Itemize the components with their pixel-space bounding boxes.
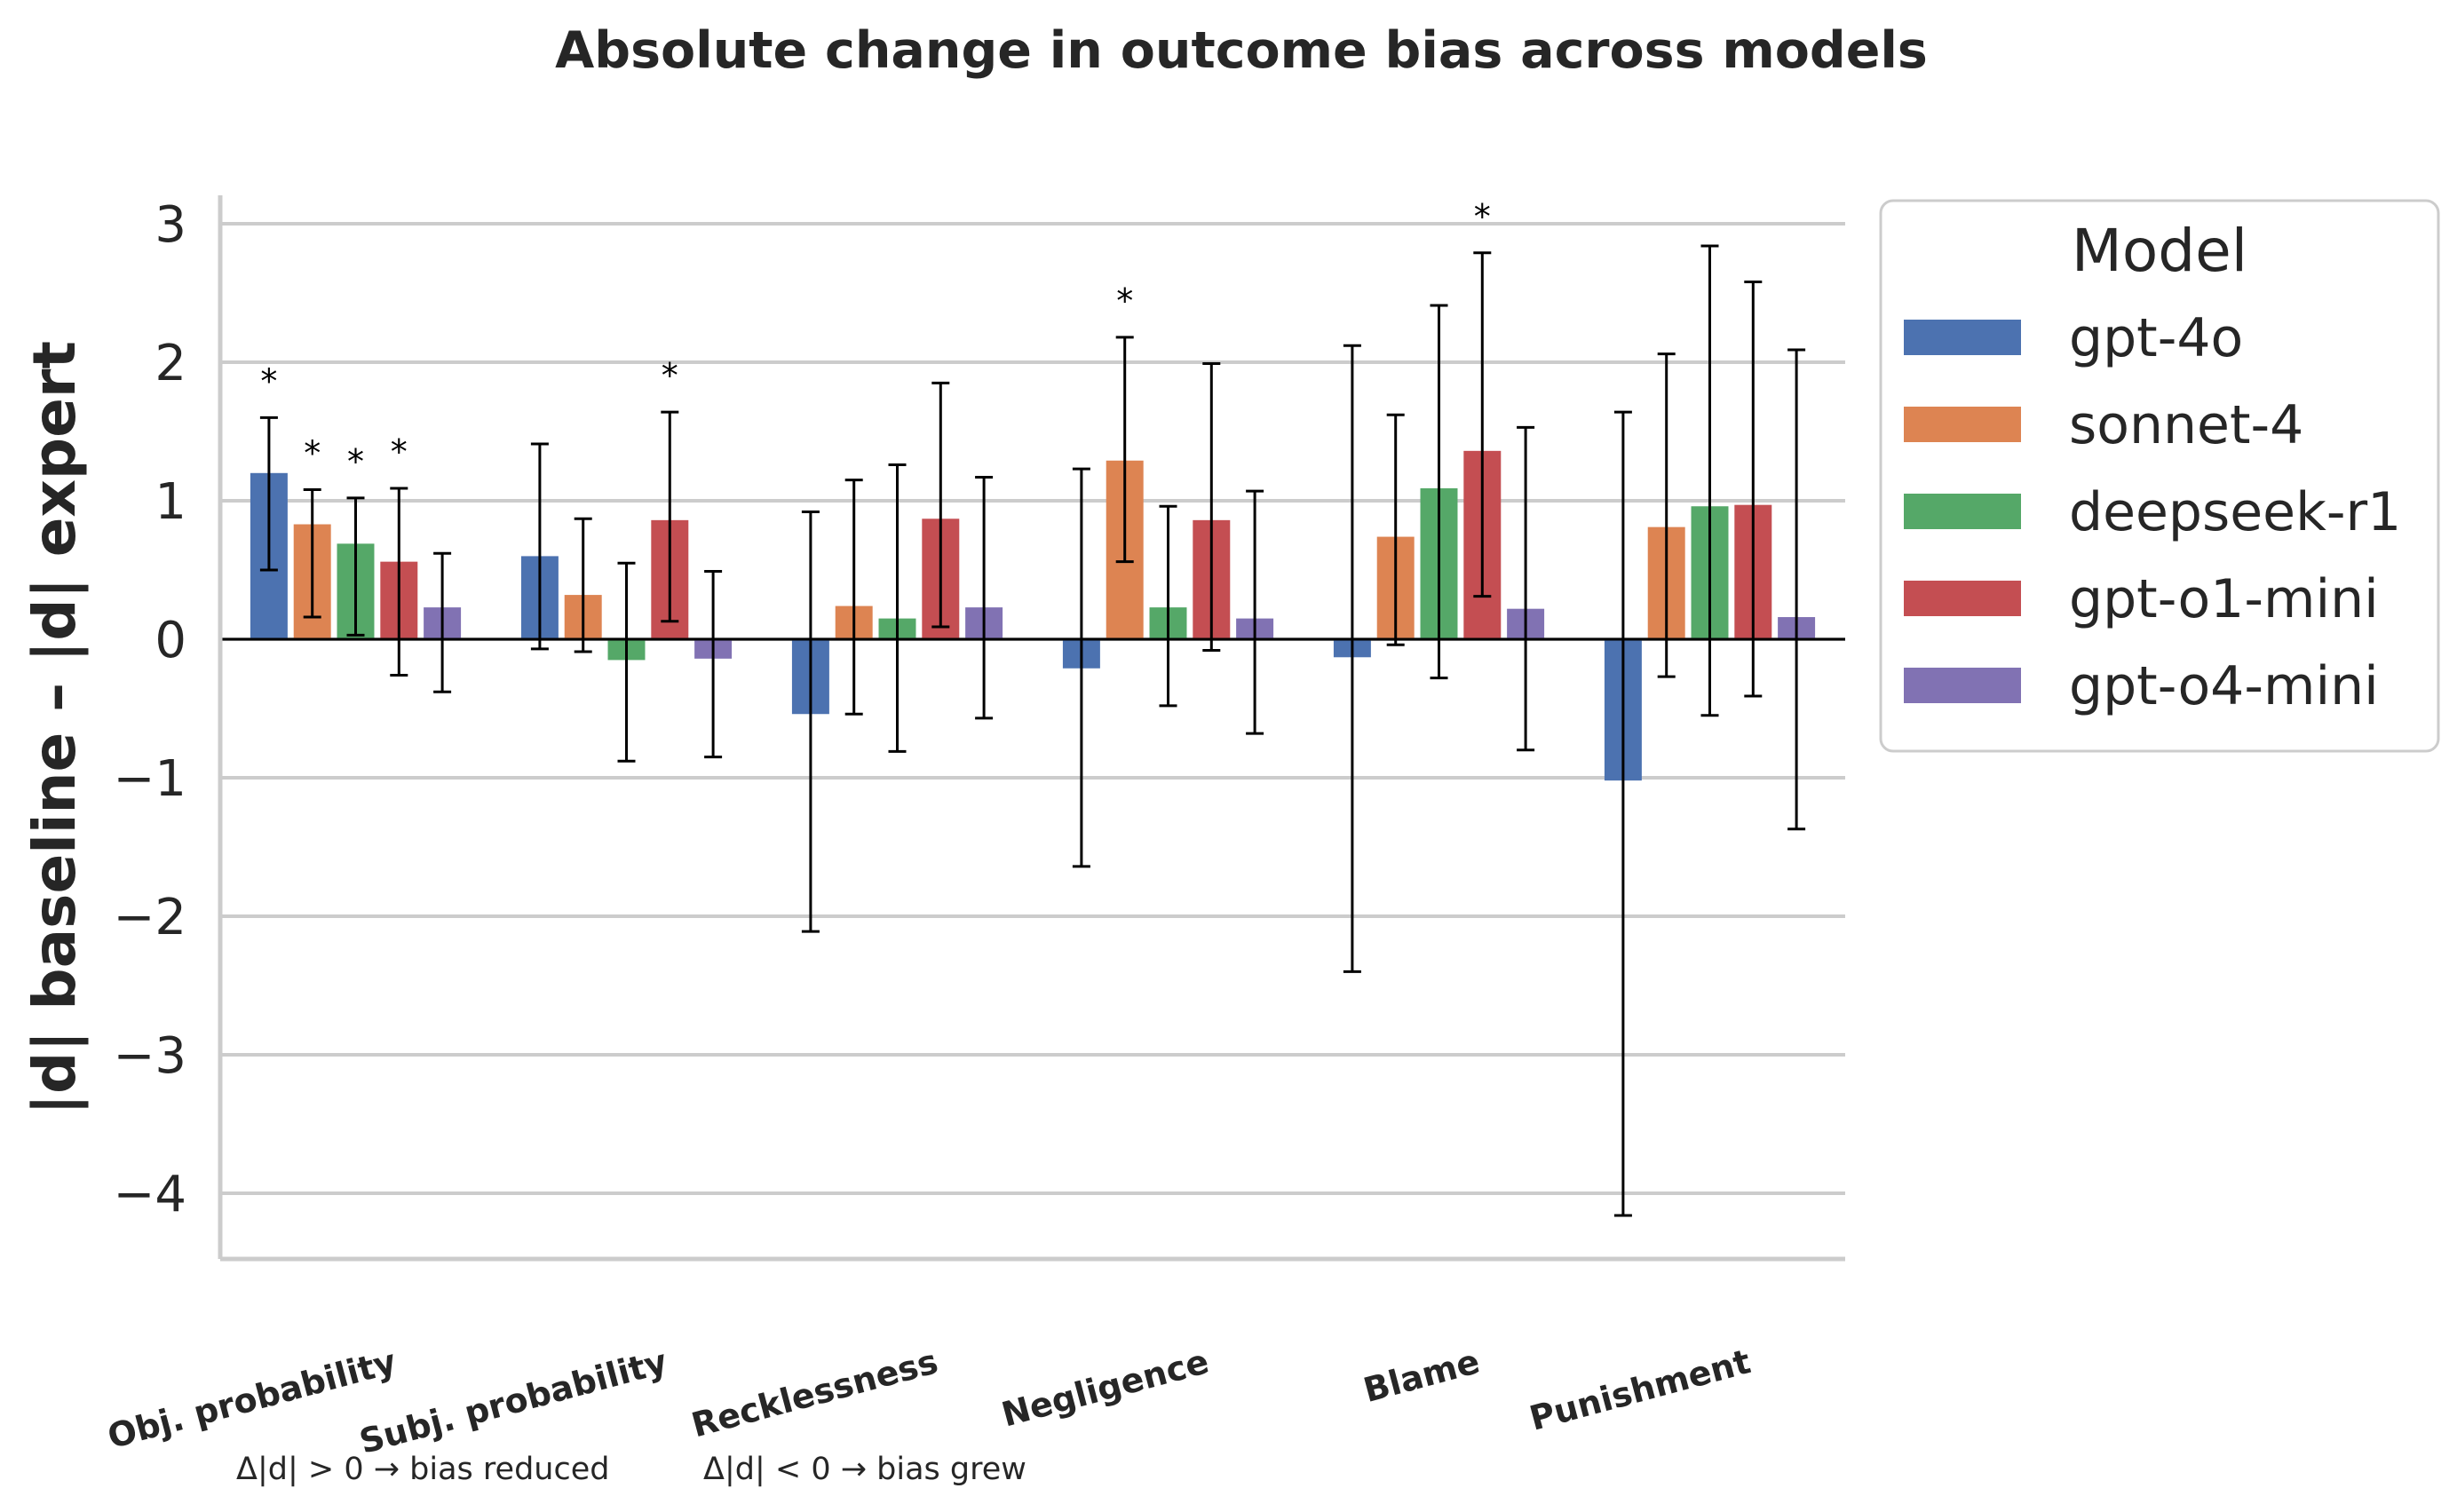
error-bar: [1473, 251, 1492, 598]
y-tick-label: −1: [113, 750, 186, 808]
annotation-bias-reduced: Δ|d| > 0 → bias reduced: [236, 1452, 609, 1487]
legend-swatch: [1904, 407, 2021, 442]
error-bar: [390, 487, 408, 677]
chart-title: Absolute change in outcome bias across m…: [555, 21, 1928, 80]
legend-entry: gpt-4o: [1904, 307, 2243, 369]
error-bar: [888, 463, 907, 753]
legend-title: Model: [2072, 217, 2247, 285]
error-bars: [259, 244, 1806, 1217]
significance-star: *: [347, 442, 364, 481]
y-tick-labels: −4 −3 −2 −1 0 1 2 3: [113, 196, 186, 1223]
error-bar: [844, 479, 863, 716]
legend-entry: gpt-o4-mini: [1904, 655, 2379, 717]
significance-star: *: [260, 361, 277, 400]
error-bar: [1744, 281, 1763, 698]
legend-label: gpt-4o: [2069, 307, 2243, 369]
error-bar: [303, 488, 321, 619]
error-bar: [1700, 244, 1719, 717]
significance-star: *: [304, 434, 321, 473]
error-bar: [931, 381, 950, 629]
y-tick-label: −4: [113, 1166, 186, 1223]
y-tick-label: −2: [113, 889, 186, 946]
gridlines: [220, 222, 1845, 1195]
error-bar: [1386, 413, 1405, 646]
significance-star: *: [391, 432, 408, 471]
error-bar: [433, 551, 452, 693]
significance-markers: * * * * * * *: [260, 197, 1490, 481]
legend-entry: gpt-o1-mini: [1904, 568, 2379, 630]
legend-entry: sonnet-4: [1904, 394, 2303, 456]
error-bar: [1787, 348, 1806, 831]
error-bar: [1430, 304, 1448, 680]
y-axis-label: |d| baseline – |d| expert: [20, 341, 90, 1115]
legend-label: gpt-o4-mini: [2069, 655, 2379, 717]
error-bar: [704, 570, 723, 759]
y-tick-label: 1: [155, 473, 186, 531]
error-bar: [1072, 467, 1090, 868]
error-bar: [1613, 410, 1632, 1217]
legend-label: gpt-o1-mini: [2069, 568, 2379, 630]
legend-entry: deepseek-r1: [1904, 481, 2401, 543]
legend-swatch: [1904, 668, 2021, 703]
error-bar: [530, 442, 549, 651]
significance-star: *: [1474, 197, 1491, 236]
significance-star: *: [1116, 281, 1133, 321]
error-bar: [1343, 344, 1361, 973]
y-tick-label: −3: [113, 1027, 186, 1085]
error-bar: [1159, 504, 1177, 708]
error-bar: [617, 561, 636, 763]
legend-entries: gpt-4o sonnet-4 deepseek-r1 gpt-o1-mini gpt-…: [1904, 307, 2401, 717]
error-bar: [1115, 336, 1134, 564]
error-bar: [1246, 489, 1264, 735]
axes: [218, 195, 1845, 1262]
legend-swatch: [1904, 581, 2021, 616]
error-bar: [1202, 362, 1221, 652]
legend-swatch: [1904, 494, 2021, 529]
error-bar: [661, 410, 679, 623]
error-bar: [975, 475, 994, 720]
error-bar: [346, 496, 365, 637]
error-bar: [1657, 352, 1676, 678]
significance-star: *: [662, 356, 678, 395]
legend-label: sonnet-4: [2069, 394, 2303, 456]
error-bar: [1517, 425, 1535, 752]
y-tick-label: 3: [155, 196, 186, 254]
error-bar: [259, 416, 278, 572]
y-tick-label: 0: [155, 612, 186, 669]
legend: Model gpt-4o sonnet-4 deepseek-r1 gpt-o1-mi…: [1879, 199, 2440, 753]
legend-swatch: [1904, 320, 2021, 355]
y-tick-label: 2: [155, 335, 186, 392]
error-bar: [801, 510, 820, 933]
legend-label: deepseek-r1: [2069, 481, 2401, 543]
annotation-bias-grew: Δ|d| < 0 → bias grew: [703, 1452, 1026, 1487]
error-bar: [574, 517, 592, 653]
